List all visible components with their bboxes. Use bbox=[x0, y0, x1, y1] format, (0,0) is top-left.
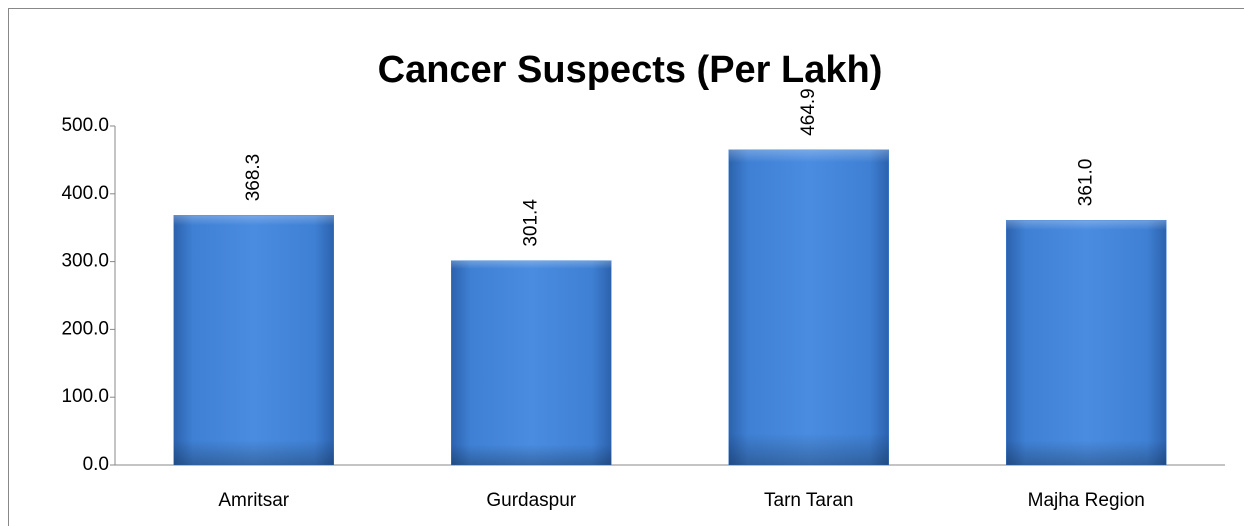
x-tick-label: Majha Region bbox=[1028, 490, 1145, 511]
value-label: 361.0 bbox=[1075, 159, 1096, 207]
y-tick-label: 100.0 bbox=[61, 386, 109, 407]
y-tick-label: 500.0 bbox=[61, 115, 109, 136]
value-label: 301.4 bbox=[520, 199, 541, 247]
x-tick-label: Amritsar bbox=[218, 490, 289, 511]
value-label: 368.3 bbox=[243, 154, 264, 202]
y-tick-label: 300.0 bbox=[61, 251, 109, 272]
x-tick-label: Gurdaspur bbox=[486, 490, 576, 511]
chart-title: Cancer Suspects (Per Lakh) bbox=[378, 49, 883, 91]
bar bbox=[451, 260, 612, 466]
bar bbox=[173, 215, 334, 466]
y-tick-label: 400.0 bbox=[61, 183, 109, 204]
y-tick-label: 200.0 bbox=[61, 318, 109, 339]
x-tick-label: Tarn Taran bbox=[764, 490, 853, 511]
bar bbox=[728, 149, 889, 466]
value-label: 464.9 bbox=[798, 88, 819, 136]
chart-border bbox=[8, 8, 1244, 526]
y-tick-label: 0.0 bbox=[83, 454, 109, 475]
bar bbox=[1006, 219, 1167, 466]
